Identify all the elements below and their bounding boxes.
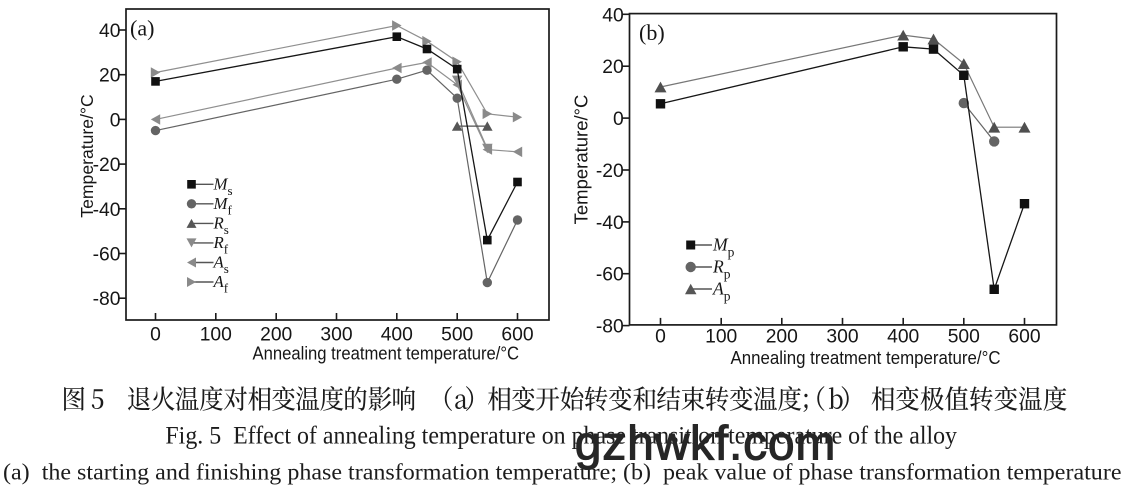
svg-text:20: 20 (99, 66, 120, 87)
svg-text:Temperature/°C: Temperature/°C (77, 94, 97, 218)
svg-text:600: 600 (1008, 327, 1040, 348)
svg-text:-60: -60 (596, 265, 624, 286)
svg-text:-20: -20 (596, 161, 624, 182)
svg-text:100: 100 (200, 325, 232, 346)
svg-text:40: 40 (99, 21, 120, 42)
svg-text:0: 0 (150, 325, 161, 346)
svg-text:40: 40 (602, 5, 623, 26)
svg-text:(a): (a) (130, 16, 154, 41)
svg-text:0: 0 (655, 327, 666, 348)
svg-text:Ap: Ap (712, 279, 731, 304)
svg-text:100: 100 (705, 327, 737, 348)
svg-text:Annealing treatment temperatur: Annealing treatment temperature/°C (253, 344, 520, 364)
svg-text:400: 400 (381, 325, 413, 346)
svg-text:200: 200 (766, 327, 798, 348)
svg-text:(a) the starting and finishin: (a) the starting and finishing phase tra… (3, 460, 1122, 486)
svg-text:0: 0 (110, 110, 121, 131)
svg-text:-80: -80 (93, 289, 121, 310)
svg-text:500: 500 (441, 325, 473, 346)
svg-text:-60: -60 (93, 245, 121, 266)
svg-text:Temperature/°C: Temperature/°C (570, 95, 591, 225)
svg-text:Fig. 5 Effect of annealing te: Fig. 5 Effect of annealing temperature o… (165, 421, 957, 450)
svg-text:300: 300 (320, 325, 352, 346)
svg-text:200: 200 (260, 325, 292, 346)
svg-text:400: 400 (887, 327, 919, 348)
svg-text:20: 20 (602, 57, 623, 78)
svg-text:-40: -40 (93, 200, 121, 221)
svg-text:gzhwkf.com: gzhwkf.com (575, 418, 836, 471)
svg-text:-40: -40 (596, 213, 624, 234)
svg-text:(b): (b) (639, 20, 665, 45)
svg-text:600: 600 (501, 325, 533, 346)
svg-text:-20: -20 (93, 155, 121, 176)
svg-text:-80: -80 (596, 317, 624, 338)
svg-text:0: 0 (613, 109, 624, 130)
svg-text:300: 300 (826, 327, 858, 348)
svg-text:500: 500 (948, 327, 980, 348)
svg-text:Annealing treatment temperatur: Annealing treatment temperature/°C (731, 348, 1001, 368)
